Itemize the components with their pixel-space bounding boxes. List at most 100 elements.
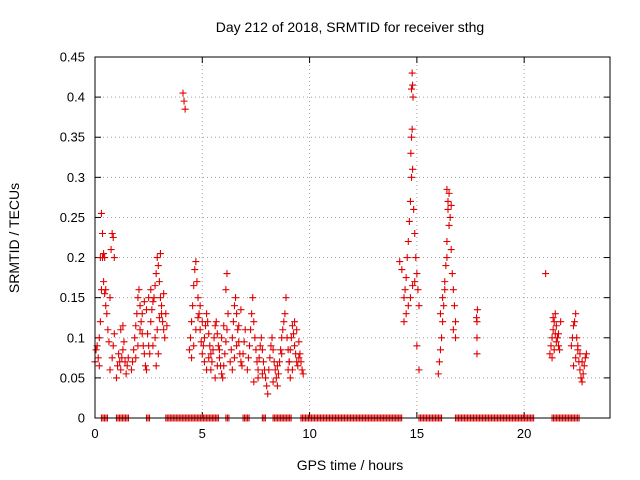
data-point bbox=[255, 354, 263, 362]
data-point bbox=[268, 334, 276, 342]
data-point bbox=[198, 318, 206, 326]
data-point bbox=[576, 366, 584, 374]
data-point bbox=[110, 254, 118, 262]
data-point bbox=[181, 105, 189, 113]
data-point bbox=[200, 358, 208, 366]
data-point bbox=[194, 294, 202, 302]
data-point bbox=[473, 314, 481, 322]
data-point bbox=[552, 338, 560, 346]
data-point bbox=[291, 342, 299, 350]
data-point bbox=[258, 370, 266, 378]
data-point bbox=[199, 342, 207, 350]
data-point bbox=[441, 278, 449, 286]
data-point bbox=[288, 366, 296, 374]
data-point bbox=[252, 346, 260, 354]
data-point bbox=[192, 258, 200, 266]
data-point bbox=[198, 350, 206, 358]
data-point bbox=[135, 286, 143, 294]
data-point bbox=[294, 362, 302, 370]
data-point bbox=[287, 334, 295, 342]
data-point bbox=[409, 81, 417, 89]
data-point bbox=[223, 326, 231, 334]
data-point bbox=[452, 334, 459, 342]
data-point bbox=[553, 334, 561, 342]
data-point bbox=[136, 302, 144, 310]
data-point bbox=[265, 366, 273, 374]
data-point bbox=[415, 302, 423, 310]
data-point bbox=[439, 318, 447, 326]
data-point bbox=[207, 350, 215, 358]
y-tick-label: 0.35 bbox=[60, 130, 85, 145]
data-point bbox=[223, 270, 231, 278]
data-point bbox=[251, 334, 259, 342]
data-point bbox=[218, 370, 226, 378]
data-point bbox=[208, 358, 216, 366]
data-point bbox=[414, 286, 422, 294]
data-point bbox=[114, 362, 122, 370]
data-point bbox=[415, 366, 423, 374]
data-point bbox=[450, 302, 458, 310]
data-point bbox=[243, 366, 251, 374]
data-point bbox=[96, 318, 104, 326]
data-point bbox=[152, 362, 160, 370]
x-tick-label: 20 bbox=[517, 426, 531, 441]
data-point bbox=[195, 310, 203, 318]
data-point bbox=[281, 310, 289, 318]
data-point bbox=[151, 282, 159, 290]
data-point bbox=[547, 342, 555, 350]
data-point bbox=[209, 346, 217, 354]
data-point bbox=[573, 334, 581, 342]
data-point bbox=[401, 286, 409, 294]
data-point bbox=[550, 346, 558, 354]
data-point bbox=[546, 350, 554, 358]
data-point bbox=[100, 250, 108, 258]
plot-frame bbox=[94, 56, 611, 419]
data-point bbox=[155, 314, 163, 322]
data-point bbox=[438, 334, 446, 342]
data-point bbox=[250, 378, 258, 386]
data-point bbox=[398, 266, 406, 274]
data-point bbox=[215, 354, 223, 362]
data-point bbox=[107, 246, 115, 254]
data-point bbox=[404, 238, 412, 246]
y-tick-label: 0.2 bbox=[67, 250, 85, 265]
data-point bbox=[143, 366, 150, 374]
data-point bbox=[406, 197, 414, 205]
data-point bbox=[151, 334, 159, 342]
data-point bbox=[140, 298, 148, 306]
data-point bbox=[551, 310, 559, 318]
data-point bbox=[572, 310, 580, 318]
x-tick-label: 0 bbox=[91, 426, 98, 441]
data-point bbox=[400, 294, 408, 302]
data-point bbox=[570, 362, 578, 370]
data-point bbox=[218, 334, 226, 342]
data-point bbox=[147, 318, 155, 326]
data-point bbox=[406, 294, 414, 302]
data-point bbox=[129, 358, 137, 366]
data-point bbox=[263, 382, 271, 390]
data-point bbox=[446, 213, 454, 221]
data-point bbox=[132, 354, 140, 362]
data-point bbox=[277, 346, 285, 354]
data-point bbox=[117, 326, 125, 334]
data-point bbox=[102, 302, 110, 310]
data-point bbox=[289, 330, 297, 338]
data-point bbox=[205, 330, 213, 338]
data-point bbox=[206, 342, 214, 350]
data-point bbox=[443, 254, 451, 262]
data-point bbox=[572, 354, 580, 362]
data-point bbox=[224, 310, 232, 318]
data-point bbox=[127, 366, 135, 374]
data-point bbox=[238, 362, 246, 370]
data-point bbox=[574, 342, 582, 350]
data-point bbox=[445, 221, 453, 229]
data-point bbox=[291, 318, 299, 326]
data-points bbox=[91, 69, 590, 422]
data-point bbox=[413, 342, 421, 350]
data-point bbox=[149, 298, 157, 306]
data-point bbox=[235, 322, 243, 330]
data-point bbox=[214, 342, 222, 350]
data-point bbox=[153, 254, 161, 262]
data-point bbox=[473, 334, 481, 342]
x-tick-labels: 0 5 10 15 20 bbox=[91, 426, 531, 441]
